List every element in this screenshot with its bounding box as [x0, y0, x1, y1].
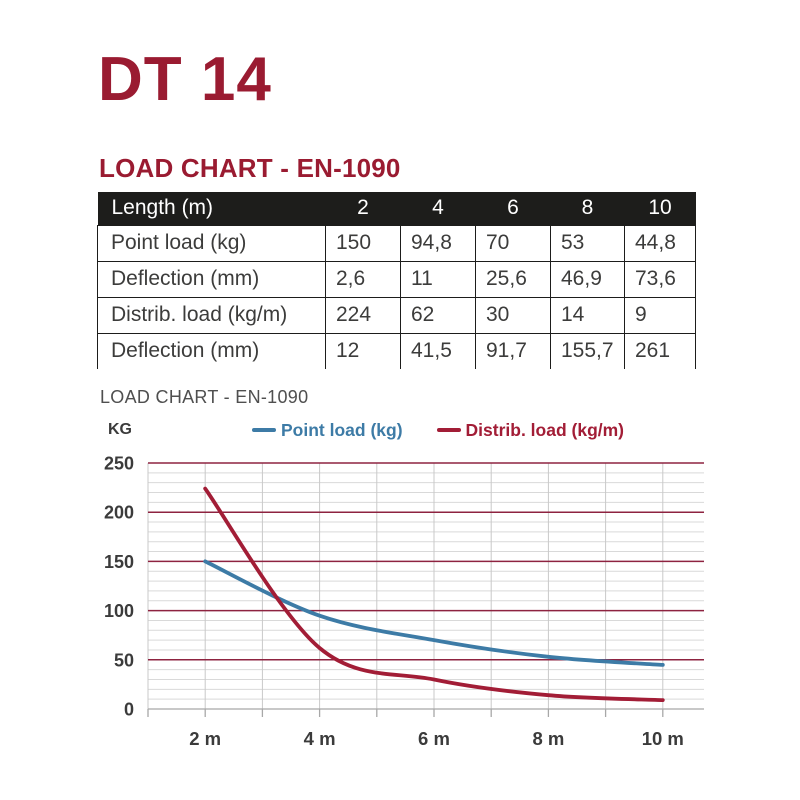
- row-label: Distrib. load (kg/m): [97, 296, 326, 334]
- value-cell: 46,9: [550, 260, 625, 298]
- y-tick-label: 0: [124, 700, 134, 720]
- value-cell: 14: [550, 296, 625, 334]
- value-cell: 11: [400, 260, 476, 298]
- value-cell: 30: [475, 296, 551, 334]
- value-cell: 25,6: [475, 260, 551, 298]
- table-header-row: Length (m) 2 4 6 8 10: [97, 192, 696, 225]
- value-cell: 53: [550, 224, 625, 262]
- legend-line-swatch: [252, 428, 276, 432]
- table-header-label: Length (m): [97, 192, 326, 225]
- row-label: Point load (kg): [97, 224, 326, 262]
- x-tick-label: 8 m: [532, 728, 564, 749]
- legend-item-distrib-load-kg-m: Distrib. load (kg/m): [436, 419, 625, 441]
- load-table-body: Point load (kg) 150 94,8 70 53 44,8 Deflection…: [97, 224, 696, 369]
- row-label: Deflection (mm): [97, 332, 326, 369]
- value-cell: 91,7: [475, 332, 551, 369]
- value-cell: 150: [325, 224, 401, 262]
- value-cell: 44,8: [624, 224, 696, 262]
- row-label: Deflection (mm): [97, 260, 326, 298]
- value-cell: 9: [624, 296, 696, 334]
- x-tick-label: 2 m: [189, 728, 221, 749]
- legend-label: Point load (kg): [281, 419, 403, 440]
- y-tick-label: 250: [104, 454, 134, 474]
- value-cell: 155,7: [550, 332, 625, 369]
- table-header-value: 4: [400, 192, 476, 225]
- table-row: Distrib. load (kg/m) 224 62 30 14 9: [97, 296, 696, 334]
- table-row: Point load (kg) 150 94,8 70 53 44,8: [97, 224, 696, 262]
- legend-label: Distrib. load (kg/m): [465, 419, 625, 440]
- value-cell: 12: [325, 332, 401, 369]
- y-tick-label: 200: [104, 503, 134, 523]
- legend-line-swatch: [436, 428, 461, 432]
- chart-title: LOAD CHART - EN-1090: [100, 387, 309, 407]
- y-axis-unit-label: KG: [108, 421, 132, 438]
- load-chart-svg: 0 50 100 150 200 250 2 m 4 m 6 m 8 m 10 m: [104, 454, 704, 749]
- x-tick-label: 4 m: [304, 728, 336, 749]
- value-cell: 224: [325, 296, 401, 334]
- value-cell: 70: [475, 224, 551, 262]
- y-tick-label: 150: [104, 552, 134, 572]
- x-tick-label: 10 m: [642, 728, 684, 749]
- table-header-value: 6: [475, 192, 551, 225]
- value-cell: 62: [400, 296, 476, 334]
- table-row: Deflection (mm) 12 41,5 91,7 155,7 261: [97, 332, 696, 369]
- value-cell: 41,5: [400, 332, 476, 369]
- table-header-value: 10: [624, 192, 696, 225]
- value-cell: 2,6: [325, 260, 401, 298]
- section-heading: LOAD CHART - EN-1090: [99, 153, 401, 183]
- value-cell: 73,6: [624, 260, 696, 298]
- table-header-value: 8: [550, 192, 625, 225]
- product-title: DT 14: [98, 45, 272, 114]
- legend-item-point-load-kg: Point load (kg): [252, 420, 403, 441]
- distrib-load-kg-m-line: [203, 486, 665, 702]
- value-cell: 261: [624, 332, 696, 369]
- y-tick-label: 50: [114, 650, 134, 670]
- load-table: Length (m) 2 4 6 8 10 Point load (kg) 150 94,8 7…: [97, 192, 696, 369]
- value-cell: 94,8: [400, 224, 476, 262]
- y-tick-label: 100: [104, 601, 134, 621]
- chart-legend: Point load (kg) Distrib. load (kg/m): [252, 419, 624, 441]
- table-row: Deflection (mm) 2,6 11 25,6 46,9 73,6: [97, 260, 696, 298]
- table-header-value: 2: [325, 192, 401, 225]
- x-tick-label: 6 m: [418, 728, 450, 749]
